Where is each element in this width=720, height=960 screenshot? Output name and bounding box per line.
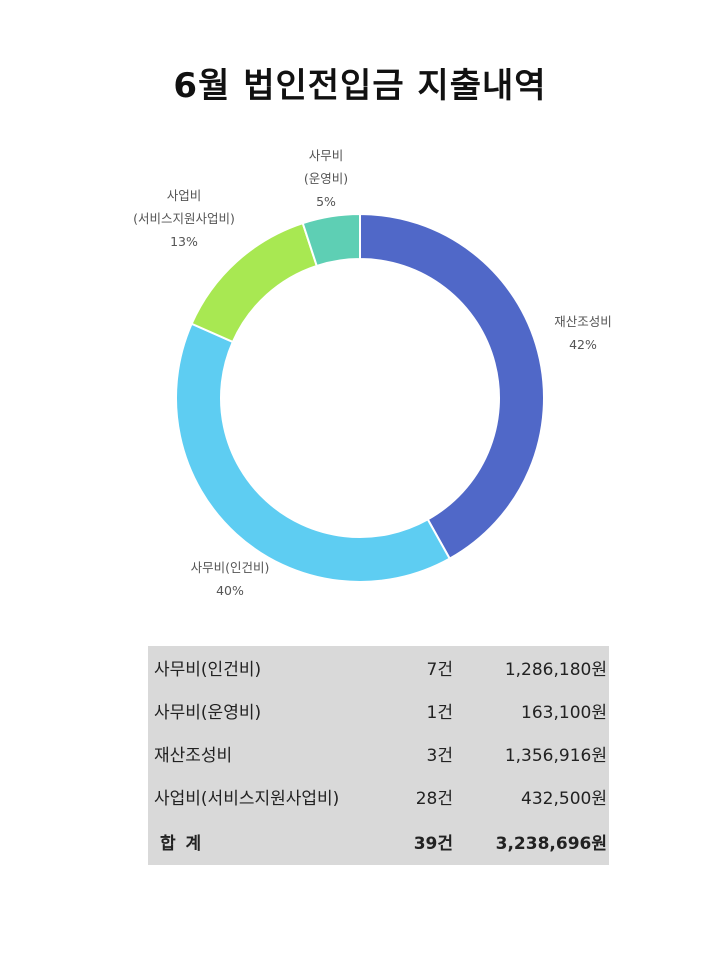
- count-cell: 1건: [426, 703, 453, 723]
- category-cell: 사업비(서비스지원사업비): [154, 789, 340, 809]
- amount-cell: 432,500원: [521, 789, 607, 809]
- amount-cell: 1,356,916원: [504, 746, 607, 766]
- donut-slice: [190, 221, 319, 344]
- count-cell: 7건: [426, 660, 453, 680]
- count-cell: 28건: [415, 789, 453, 809]
- slice-percent-label: 5%: [316, 194, 336, 209]
- donut-slice: [359, 212, 545, 561]
- slice-percent-label: 13%: [170, 234, 198, 249]
- slice-label: 재산조성비: [554, 314, 612, 329]
- slice-percent-label: 42%: [569, 337, 597, 352]
- slice-label: (서비스지원사업비): [133, 211, 235, 226]
- table-row: 사업비(서비스지원사업비) 28건 432,500원: [148, 775, 609, 818]
- count-cell: 3건: [426, 746, 453, 766]
- donut-slice: [175, 322, 452, 583]
- slice-label: 사무비: [309, 148, 344, 163]
- table-row: 재산조성비 3건 1,356,916원: [148, 732, 609, 775]
- count-cell: 39건: [413, 834, 453, 854]
- amount-cell: 3,238,696원: [495, 834, 607, 854]
- donut-chart: 재산조성비 42% 사무비(인건비) 40% 사업비 (서비스지원사업비) 13% 사무비 (운…: [133, 148, 612, 598]
- slice-label: (운영비): [304, 171, 348, 186]
- donut-slice: [301, 212, 361, 268]
- category-cell: 사무비(인건비): [154, 660, 262, 680]
- category-cell: 합 계: [160, 834, 204, 854]
- slice-percent-label: 40%: [216, 583, 244, 598]
- category-cell: 사무비(운영비): [154, 703, 262, 723]
- chart-title: 6월 법인전입금 지출내역: [173, 66, 547, 106]
- total-row: 합 계 39건 3,238,696원: [148, 818, 609, 865]
- amount-cell: 163,100원: [521, 703, 607, 723]
- slice-label: 사무비(인건비): [191, 560, 270, 575]
- amount-cell: 1,286,180원: [504, 660, 607, 680]
- table-row: 사무비(운영비) 1건 163,100원: [148, 689, 609, 732]
- category-cell: 재산조성비: [154, 746, 233, 766]
- slice-label: 사업비: [167, 188, 202, 203]
- table-row: 사무비(인건비) 7건 1,286,180원: [148, 646, 609, 689]
